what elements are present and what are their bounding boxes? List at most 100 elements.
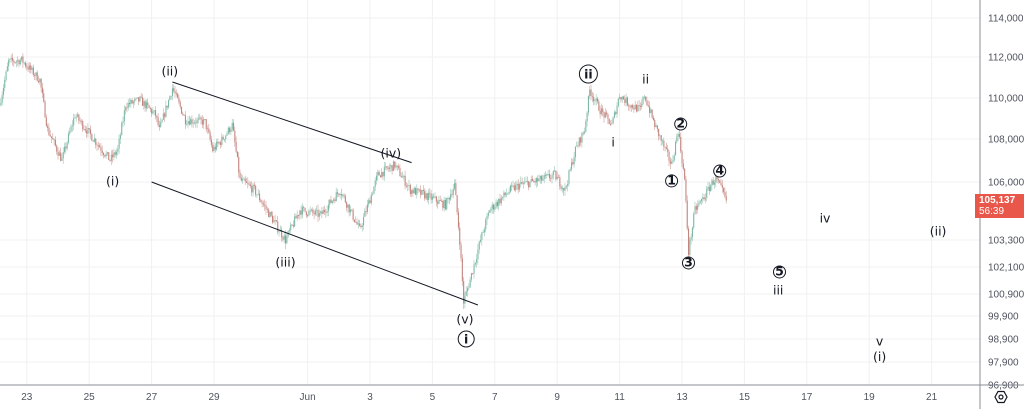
candle: [188, 121, 190, 125]
candle: [272, 215, 274, 223]
candle: [491, 204, 493, 209]
candle: [546, 174, 548, 176]
candle: [574, 146, 576, 158]
candle: [304, 207, 306, 212]
candle: [487, 212, 489, 216]
channel-trendline: [172, 81, 412, 164]
candle: [259, 193, 261, 201]
candle: [710, 185, 712, 191]
candle: [292, 224, 294, 227]
candle: [647, 105, 649, 107]
candle: [331, 200, 333, 203]
candle: [721, 184, 723, 188]
candle: [0, 103, 2, 105]
candle: [472, 273, 474, 275]
candle: [434, 196, 436, 198]
candle: [370, 194, 372, 204]
candle: [725, 196, 727, 201]
candle: [697, 205, 699, 210]
candle: [227, 127, 229, 134]
candle: [56, 145, 58, 152]
candle: [301, 207, 303, 215]
candle: [685, 179, 687, 201]
candle: [340, 194, 342, 196]
candle: [119, 135, 121, 139]
wave-label-circle: [674, 117, 688, 131]
candle: [454, 183, 456, 190]
candle: [694, 206, 696, 214]
candle: [177, 93, 179, 99]
candle: [415, 188, 417, 195]
candle: [300, 210, 302, 215]
candle: [58, 152, 60, 156]
candle: [495, 202, 497, 208]
wave-label-circle: [578, 64, 598, 84]
x-tick-label: 15: [739, 392, 751, 403]
candle: [309, 210, 311, 212]
candle: [191, 119, 193, 124]
candle: [612, 117, 614, 124]
candle: [25, 62, 27, 67]
candle: [513, 185, 515, 191]
candle: [65, 146, 67, 149]
candle: [238, 157, 240, 173]
candle: [4, 80, 6, 88]
candle: [675, 141, 677, 156]
candle: [145, 102, 147, 109]
wave-label: ii: [642, 71, 649, 86]
candle: [277, 221, 279, 232]
candle: [54, 139, 56, 146]
candle: [135, 98, 137, 100]
candle: [214, 146, 216, 150]
candle: [308, 210, 310, 216]
candle: [589, 89, 591, 96]
candle: [520, 181, 522, 185]
candle: [483, 229, 485, 233]
candle: [22, 56, 24, 63]
candle: [569, 169, 571, 171]
candle: [386, 166, 388, 169]
candle: [525, 181, 527, 183]
candle: [606, 112, 608, 115]
candle: [593, 96, 595, 101]
candle: [619, 97, 621, 99]
candle: [330, 199, 332, 203]
candle: [285, 235, 287, 244]
candle: [590, 89, 592, 97]
x-tick-label: 23: [21, 392, 33, 403]
candle: [8, 60, 10, 67]
candle: [262, 203, 264, 205]
wave-label: (i): [106, 173, 119, 188]
candle: [535, 178, 537, 183]
candle: [256, 194, 258, 196]
candle: [489, 211, 491, 213]
candle: [669, 160, 671, 164]
candle: [429, 192, 431, 194]
wave-label: (v): [456, 312, 473, 327]
candle: [269, 212, 271, 218]
candle: [680, 136, 682, 152]
candle: [548, 174, 550, 179]
candle: [173, 88, 175, 92]
gear-icon[interactable]: [993, 389, 1009, 405]
x-tick-label: 13: [676, 392, 688, 403]
candle: [516, 183, 518, 185]
candle: [421, 189, 423, 195]
candle: [187, 121, 189, 124]
candle: [324, 209, 326, 212]
candle: [457, 212, 459, 228]
candle: [701, 198, 703, 202]
candle: [405, 185, 407, 187]
candle: [316, 209, 318, 211]
candle: [572, 162, 574, 165]
candle: [682, 163, 684, 169]
candle: [719, 180, 721, 183]
candle: [448, 197, 450, 200]
candle: [470, 273, 472, 280]
candle: [282, 237, 284, 240]
candle: [255, 185, 257, 195]
candle: [372, 194, 374, 195]
candle: [394, 161, 396, 168]
